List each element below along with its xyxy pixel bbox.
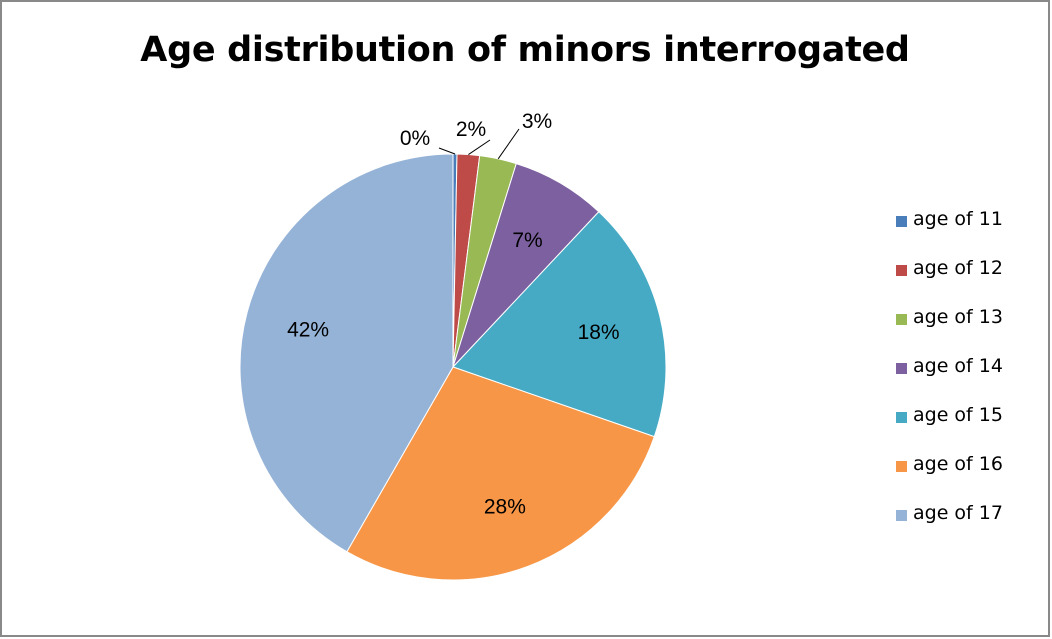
legend-swatch — [896, 412, 907, 423]
legend-swatch — [896, 363, 907, 374]
legend-label: age of 16 — [913, 453, 1003, 475]
legend-label: age of 15 — [913, 404, 1003, 426]
data-label-age-of-14: 7% — [512, 229, 542, 252]
data-label-age-of-11: 0% — [400, 127, 430, 150]
chart-title: Age distribution of minors interrogated — [140, 30, 910, 70]
legend-swatch — [896, 510, 907, 521]
pie-slice-age-of-17 — [239, 153, 454, 553]
legend-label: age of 17 — [913, 502, 1003, 524]
data-label-age-of-12: 2% — [456, 118, 486, 141]
legend-swatch — [896, 265, 907, 276]
legend-label: age of 11 — [913, 208, 1003, 230]
legend-label: age of 12 — [913, 257, 1003, 279]
data-label-age-of-15: 18% — [578, 321, 620, 344]
leader-line-age-of-11 — [438, 147, 456, 155]
legend-label: age of 13 — [913, 306, 1003, 328]
pie-slice-age-of-15 — [452, 211, 667, 438]
pie-slice-age-of-16 — [346, 366, 655, 581]
legend-swatch — [896, 314, 907, 325]
data-label-age-of-16: 28% — [484, 496, 526, 519]
legend-swatch — [896, 216, 907, 227]
leader-line-age-of-12 — [468, 139, 491, 156]
data-label-age-of-13: 3% — [522, 110, 552, 133]
leader-line-age-of-13 — [497, 128, 520, 160]
legend-swatch — [896, 461, 907, 472]
data-label-age-of-17: 42% — [287, 318, 329, 341]
legend-label: age of 14 — [913, 355, 1003, 377]
